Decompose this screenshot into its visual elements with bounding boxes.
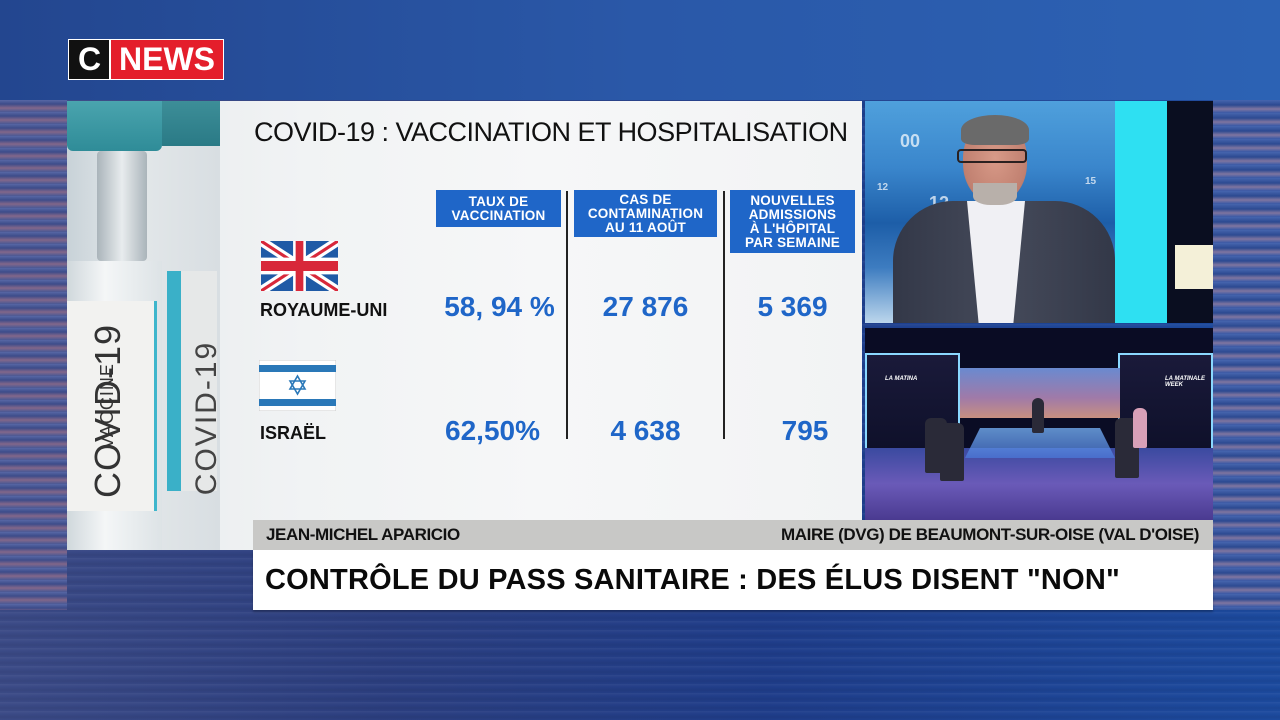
country-uk: ROYAUME-UNI [260,300,388,320]
studio-label-left: LA MATINA [885,376,918,382]
vaccine-vial-image: COVID-19 VACCINE COVID-19 [67,101,220,550]
studio-floor [865,448,1213,520]
israel-vaccination-rate: 62,50% [445,415,540,446]
screen-number: 00 [900,131,921,151]
header-line: ADMISSIONS [748,206,837,222]
vial-cap-back [162,101,220,146]
guest-beard [973,183,1017,205]
israel-hospital-admissions: 795 [781,415,829,446]
vial-cap [67,101,162,151]
header-line: À L'HÔPITAL [749,220,836,236]
israel-flag-icon [259,360,336,411]
column-divider [566,191,568,439]
vial-text-vaccine: VACCINE [97,363,117,449]
vial-neck [97,151,147,261]
header-line: TAUX DE [468,193,529,209]
country-israel: ISRAËL [260,423,327,443]
uk-flag-icon [261,241,338,291]
column-divider [723,191,725,439]
background-left-stripes [0,100,67,610]
guest-name: JEAN-MICHEL APARICIO [266,525,460,544]
cnews-logo: C NEWS [68,39,224,80]
guest-glasses [957,149,1027,163]
screen-number: 15 [1085,176,1097,187]
graphic-title: COVID-19 : VACCINATION ET HOSPITALISATIO… [254,117,848,147]
screen-number: 12 [877,182,889,193]
studio-wide-video-feed: LA MATINA LA MATINALE WEEK [865,328,1213,520]
header-line: PAR SEMAINE [745,234,840,250]
uk-hospital-admissions: 5 369 [757,291,828,322]
presenter [1032,398,1044,433]
header-line: AU 11 AOÛT [604,219,687,235]
panelist [940,423,964,481]
headline-bar: CONTRÔLE DU PASS SANITAIRE : DES ÉLUS DI… [253,550,1213,610]
studio-desk [965,428,1115,458]
column-header-contamination: CAS DE CONTAMINATION AU 11 AOÛT [574,190,717,237]
guest-title: MAIRE (DVG) DE BEAUMONT-SUR-OISE (VAL D'… [781,525,1199,544]
header-line: NOUVELLES [750,192,835,208]
israel-contamination-cases: 4 638 [610,415,681,446]
logo-c: C [69,40,109,79]
uk-contamination-cases: 27 876 [602,291,689,322]
guest-hair [961,115,1029,145]
background-right-stripes [1213,100,1280,610]
vial-text-covid-back: COVID-19 [190,340,220,496]
headline-text: CONTRÔLE DU PASS SANITAIRE : DES ÉLUS DI… [265,563,1120,596]
header-line: VACCINATION [451,207,546,223]
header-line: CAS DE [619,191,672,207]
uk-vaccination-rate: 58, 94 % [444,291,555,322]
guest-video-feed: 00 12 12 15 [865,101,1213,323]
guest-shirt [967,201,1025,323]
header-line: CONTAMINATION [587,205,704,221]
vial-label-back [167,271,217,491]
panelist [1133,408,1147,448]
vial-label [67,301,157,511]
studio-label-right: LA MATINALE WEEK [1165,376,1205,388]
logo-news: NEWS [109,40,223,79]
studio-light-box [1175,245,1213,289]
studio-dark-panel [1167,101,1213,323]
guest-name-bar: JEAN-MICHEL APARICIO MAIRE (DVG) DE BEAU… [253,520,1213,550]
studio-cyan-light [1115,101,1167,323]
infographic-panel: COVID-19 VACCINE COVID-19 COVID-19 : VAC… [67,101,862,550]
column-header-admissions: NOUVELLES ADMISSIONS À L'HÔPITAL PAR SEM… [730,190,855,253]
column-header-vaccination: TAUX DE VACCINATION [436,190,561,227]
